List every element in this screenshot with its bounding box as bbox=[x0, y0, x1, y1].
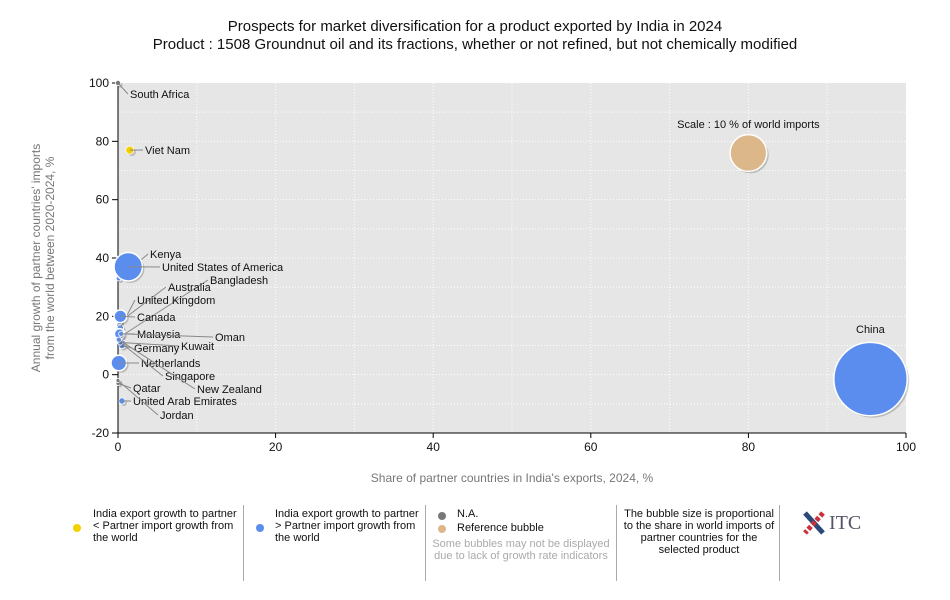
y-tick-label: 80 bbox=[96, 134, 110, 148]
label-leader bbox=[117, 82, 129, 95]
bubble-label: Bangladesh bbox=[210, 275, 268, 287]
x-tick-label: 20 bbox=[269, 440, 283, 454]
bubble-label: Qatar bbox=[133, 383, 161, 395]
legend-size-note: The bubble size is proportional to the s… bbox=[623, 508, 775, 556]
bubble-label: New Zealand bbox=[197, 384, 262, 396]
legend-na: N.A. bbox=[457, 508, 479, 520]
bubble-label: Viet Nam bbox=[145, 145, 190, 157]
bubble-china bbox=[833, 341, 908, 417]
y-axis-label: Annual growth of partner countries' impo… bbox=[29, 144, 57, 372]
x-axis-label: Share of partner countries in India's ex… bbox=[371, 471, 654, 485]
bubble-label: Jordan bbox=[160, 410, 194, 422]
bubble-label: United Arab Emirates bbox=[133, 396, 237, 408]
bubble-chart: 0 20 40 60 80 100 -20 0 20 40 60 80 100 Share of part… bbox=[29, 76, 916, 485]
reference-bubble bbox=[729, 133, 768, 173]
bubble-label: Canada bbox=[137, 312, 176, 324]
label-leader bbox=[122, 342, 180, 347]
title: Prospects for market diversification for… bbox=[227, 18, 723, 35]
x-tick-label: 80 bbox=[742, 440, 756, 454]
bubble-label: Kuwait bbox=[181, 341, 214, 353]
itc-logo-icon bbox=[803, 511, 825, 535]
bubble-label: Germany bbox=[134, 343, 180, 355]
divider bbox=[616, 505, 617, 581]
x-tick-label: 40 bbox=[427, 440, 441, 454]
itc-logo[interactable]: ITC bbox=[802, 510, 861, 536]
bubble-new-zealand bbox=[115, 336, 122, 343]
legend-grey-dot-icon bbox=[438, 512, 446, 520]
label-leader bbox=[121, 333, 214, 338]
y-tick-label: 100 bbox=[89, 76, 109, 90]
x-tick-label: 60 bbox=[584, 440, 598, 454]
bubble-label: Kenya bbox=[150, 249, 182, 261]
reference-label: Scale : 10 % of world imports bbox=[677, 119, 820, 131]
bubble-label: Singapore bbox=[165, 371, 215, 383]
itc-logo-text: ITC bbox=[829, 511, 862, 534]
bubble-label: Australia bbox=[168, 282, 212, 294]
bubble-label: China bbox=[856, 324, 886, 336]
legend-note: Some bubbles may not be displayed due to… bbox=[432, 538, 610, 562]
y-tick-label: 20 bbox=[96, 309, 110, 323]
bubble-label: United States of America bbox=[162, 262, 284, 274]
label-leader bbox=[120, 279, 209, 338]
x-tick-label: 0 bbox=[115, 440, 122, 454]
label-leader bbox=[119, 299, 136, 329]
y-tick-label: 0 bbox=[102, 368, 109, 382]
divider bbox=[243, 505, 244, 581]
bubble-label: Oman bbox=[215, 332, 245, 344]
legend-higher: India export growth to partner > Partner… bbox=[275, 508, 419, 544]
bubble-label: Netherlands bbox=[141, 358, 201, 370]
label-leader bbox=[118, 339, 196, 390]
legend-yellow-dot-icon bbox=[73, 524, 81, 532]
subtitle: Product : 1508 Groundnut oil and its fra… bbox=[152, 36, 798, 53]
y-tick-label: -20 bbox=[92, 426, 110, 440]
label-leader bbox=[117, 380, 159, 416]
y-tick-label: 40 bbox=[96, 251, 110, 265]
label-leader bbox=[120, 315, 136, 318]
legend-reference-dot-icon bbox=[438, 525, 446, 533]
bubble-label: South Africa bbox=[130, 89, 190, 101]
legend-lower: India export growth to partner < Partner… bbox=[93, 508, 237, 544]
bubble-label: United Kingdom bbox=[137, 295, 215, 307]
legend-blue-dot-icon bbox=[256, 524, 264, 532]
divider bbox=[425, 505, 426, 581]
divider bbox=[779, 505, 780, 581]
legend-reference: Reference bubble bbox=[457, 522, 544, 534]
y-tick-label: 60 bbox=[96, 193, 110, 207]
chart-title: Prospects for market diversification for… bbox=[0, 18, 950, 54]
label-leader bbox=[120, 342, 164, 377]
x-tick-label: 100 bbox=[896, 440, 916, 454]
